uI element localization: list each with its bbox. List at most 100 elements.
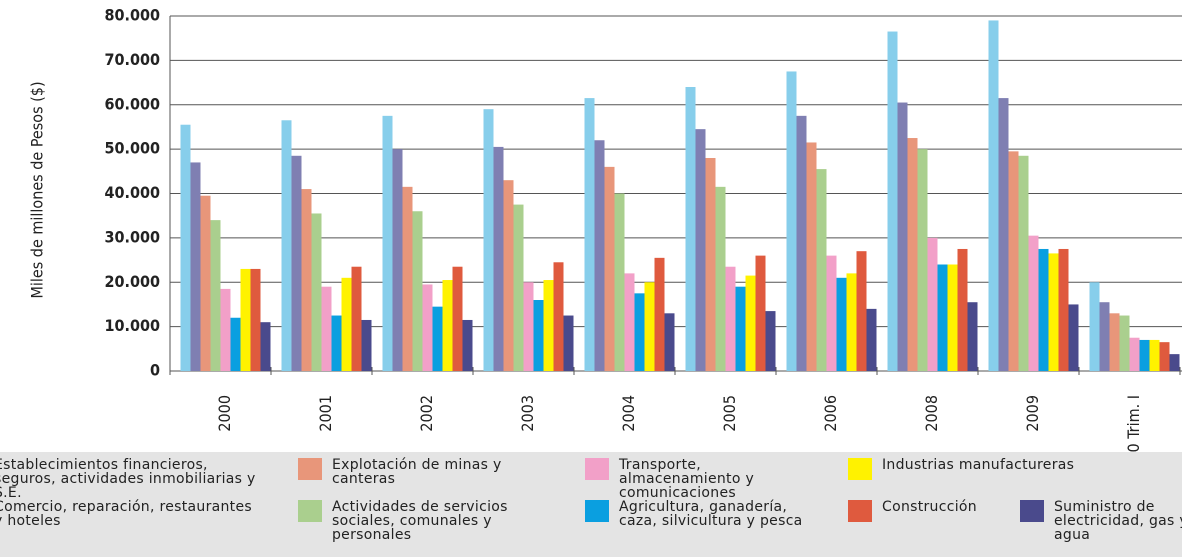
bar <box>1129 337 1140 371</box>
y-tick-label: 30.000 <box>104 227 160 246</box>
bar <box>422 284 433 371</box>
bar <box>1008 151 1019 371</box>
legend-swatch <box>585 458 609 480</box>
bar <box>250 268 261 371</box>
bar <box>846 273 857 371</box>
legend-label: Construcción <box>882 499 977 515</box>
bar <box>1018 155 1029 371</box>
y-tick-label: 50.000 <box>104 139 160 158</box>
legend-label: Comercio, reparación, restaurantes y hot… <box>0 499 252 529</box>
x-tick-label: 2003 <box>518 395 537 432</box>
bar <box>220 288 231 371</box>
bar <box>1159 342 1170 371</box>
bar <box>755 255 766 371</box>
bar <box>1109 313 1120 371</box>
chart: Miles de millones de Pesos ($) 0 10.000 20… <box>28 6 1182 452</box>
bar <box>351 266 362 371</box>
bar <box>806 142 817 371</box>
x-tick-label: 2009 <box>1023 395 1042 432</box>
bar <box>1149 339 1160 371</box>
bar <box>856 251 867 371</box>
bar <box>614 193 625 371</box>
y-tick-label: 10.000 <box>104 316 160 335</box>
bar <box>1038 248 1049 371</box>
bar <box>240 268 251 371</box>
bar <box>967 302 978 371</box>
legend-swatch <box>848 458 872 480</box>
legend-item: Construcción <box>848 500 1018 522</box>
bar <box>321 286 332 371</box>
bar <box>1058 248 1069 371</box>
bar <box>392 149 403 371</box>
bar <box>826 255 837 371</box>
bar <box>836 277 847 371</box>
x-tick-label: 2006 <box>821 395 840 432</box>
x-tick-label: 2005 <box>720 395 739 432</box>
bar <box>745 275 756 371</box>
legend-swatch <box>298 500 322 522</box>
bar <box>584 98 595 371</box>
bar <box>210 220 221 371</box>
bar <box>917 149 928 371</box>
bar <box>725 266 736 371</box>
bar <box>462 319 473 371</box>
legend-swatch <box>1020 500 1044 522</box>
bar <box>1068 304 1079 371</box>
x-tick-label: 2001 <box>316 395 335 432</box>
bar <box>735 286 746 371</box>
legend-item: Comercio, reparación, restaurantes y hot… <box>0 500 260 528</box>
legend-item: Agricultura, ganadería, caza, silvicultu… <box>585 500 825 528</box>
bar <box>604 166 615 371</box>
bar <box>624 273 635 371</box>
bar <box>190 162 201 371</box>
y-tick-label: 70.000 <box>104 50 160 69</box>
bar <box>816 169 827 371</box>
bar <box>937 264 948 371</box>
bar <box>260 322 271 371</box>
legend-label: Agricultura, ganadería, caza, silvicultu… <box>619 499 803 529</box>
bar <box>957 248 968 371</box>
bar <box>553 262 564 371</box>
bar <box>634 293 645 371</box>
x-tick-label: 2010 Trim. I <box>1124 395 1143 452</box>
y-tick-label: 20.000 <box>104 272 160 291</box>
legend-label: Industrias manufactureras <box>882 457 1075 473</box>
bar <box>483 109 494 371</box>
x-tick-label: 2002 <box>417 395 436 432</box>
legend-label: Actividades de servicios sociales, comun… <box>332 499 508 543</box>
bar <box>402 186 413 371</box>
x-tick-label: 2008 <box>922 395 941 432</box>
bar <box>695 129 706 371</box>
bar <box>382 115 393 371</box>
bar <box>685 87 696 371</box>
bar <box>654 257 665 371</box>
bar <box>786 71 797 371</box>
bar <box>907 138 918 371</box>
bar <box>361 319 372 371</box>
legend-item: Explotación de minas y canteras <box>298 458 558 486</box>
legend-swatch <box>298 458 322 480</box>
bar <box>998 98 1009 371</box>
bar <box>705 158 716 371</box>
bar <box>1089 282 1100 371</box>
legend-label: Establecimientos financieros, seguros, a… <box>0 457 256 501</box>
bar <box>503 180 514 371</box>
bar <box>230 317 241 371</box>
bar <box>1099 302 1110 371</box>
bar <box>765 311 776 371</box>
bar <box>533 300 544 371</box>
bar <box>442 280 453 371</box>
legend-swatch <box>585 500 609 522</box>
bar <box>927 237 938 371</box>
bar <box>513 204 524 371</box>
legend-label: Explotación de minas y canteras <box>332 457 502 487</box>
bar <box>664 313 675 371</box>
bar <box>341 277 352 371</box>
x-tick-label: 2004 <box>619 395 638 432</box>
bar <box>988 20 999 371</box>
legend-item: Establecimientos financieros, seguros, a… <box>0 458 260 500</box>
bar <box>947 264 958 371</box>
y-tick-label: 80.000 <box>104 6 160 25</box>
bar <box>301 189 312 371</box>
